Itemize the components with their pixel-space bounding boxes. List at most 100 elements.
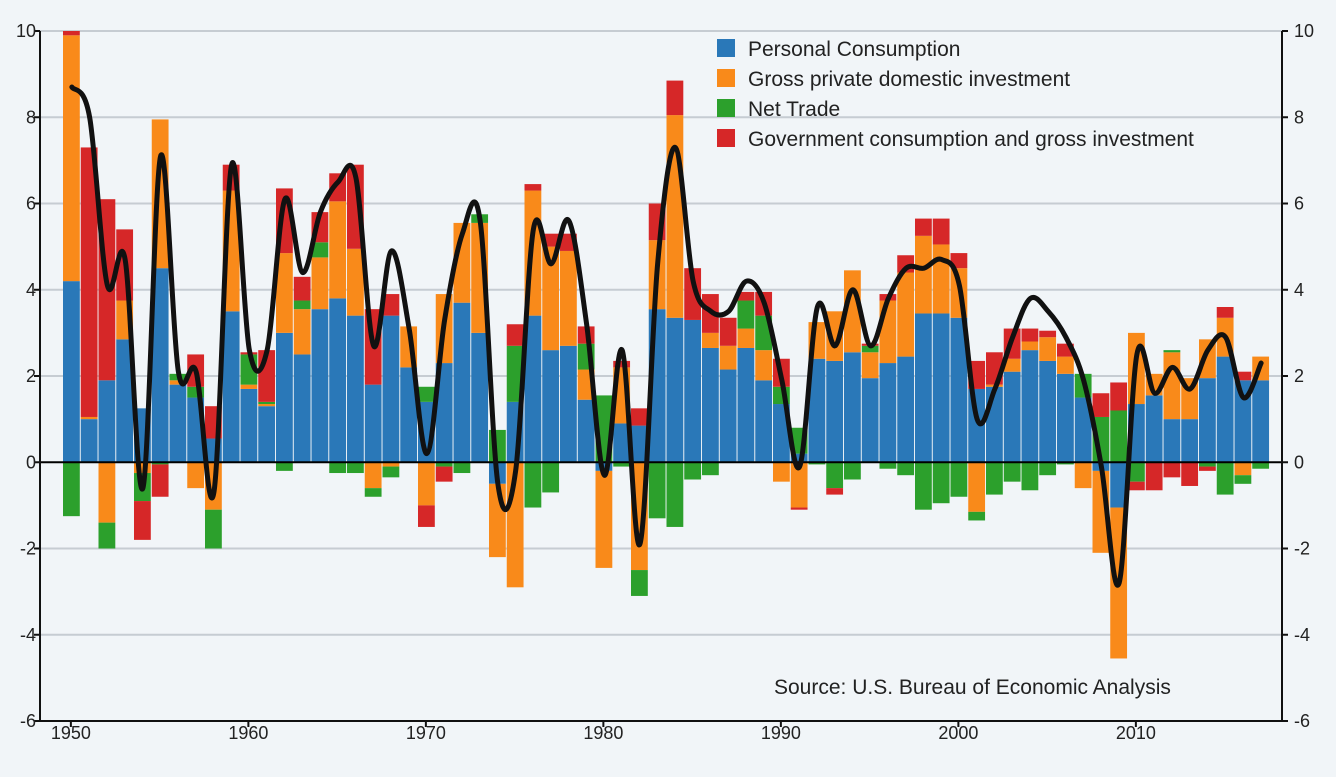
left-tick-label-2: 2 [26, 366, 36, 386]
bar-2013-series-0 [1181, 419, 1199, 463]
bar-1984-series-0 [666, 317, 684, 463]
bar-1952-series-1 [98, 462, 116, 523]
bar-1962-series-2 [276, 462, 293, 471]
bar-1998-series-2 [915, 462, 932, 510]
bar-1976-series-3 [524, 184, 542, 191]
bar-2005-series-2 [1039, 462, 1057, 476]
bar-2005-series-0 [1039, 360, 1057, 463]
bar-1957-series-2 [187, 386, 205, 398]
bar-1955-series-2 [151, 462, 169, 465]
bar-1951-series-0 [80, 419, 98, 463]
bar-layer [63, 31, 1270, 659]
bar-1968-series-0 [382, 315, 400, 463]
legend: Personal Consumption Gross private domes… [717, 38, 1194, 151]
bar-2006-series-0 [1057, 373, 1074, 463]
x-tick-label-2010: 2010 [1116, 723, 1156, 743]
bar-2003-series-1 [1003, 358, 1021, 372]
bar-1950-series-1 [63, 35, 80, 282]
bar-1993-series-0 [826, 360, 844, 463]
right-tick-label-2: 2 [1294, 366, 1304, 386]
bar-1993-series-2 [826, 462, 844, 489]
bar-2009-series-2 [1110, 410, 1128, 463]
bar-2003-series-2 [1003, 462, 1021, 482]
bar-1998-series-1 [915, 235, 932, 314]
bar-2000-series-0 [950, 317, 968, 463]
bar-1992-series-2 [808, 462, 826, 465]
bar-2011-series-0 [1145, 395, 1163, 463]
legend-swatch-personal-consumption [717, 39, 735, 57]
bar-2004-series-0 [1021, 350, 1039, 463]
left-tick-label--4: -4 [20, 625, 36, 645]
bar-2009-series-0 [1110, 462, 1128, 508]
bar-1958-series-2 [205, 509, 222, 549]
right-tick-label-8: 8 [1294, 107, 1304, 127]
bar-2007-series-0 [1074, 397, 1092, 463]
bar-1981-series-0 [613, 423, 631, 463]
bar-1994-series-2 [844, 462, 861, 480]
legend-swatch-government-consumption [717, 129, 735, 147]
total-growth-line [69, 84, 1264, 588]
bar-1970-series-3 [418, 505, 435, 527]
bar-1995-series-2 [861, 345, 879, 353]
bar-1963-series-1 [293, 309, 311, 355]
bar-1960-series-0 [240, 388, 258, 463]
bar-1987-series-3 [719, 317, 737, 346]
bar-1991-series-3 [790, 507, 808, 510]
bar-1961-series-2 [258, 401, 276, 405]
bar-1999-series-0 [932, 313, 950, 463]
bar-1979-series-0 [577, 399, 595, 463]
bar-1971-series-3 [435, 466, 453, 482]
bar-1960-series-1 [240, 384, 258, 389]
bar-2017-series-2 [1252, 462, 1270, 469]
right-tick-label-10: 10 [1294, 21, 1314, 41]
bar-2014-series-3 [1199, 466, 1216, 471]
bar-2007-series-1 [1074, 462, 1092, 489]
bar-1966-series-2 [347, 462, 364, 474]
bar-1989-series-0 [755, 380, 773, 463]
bar-1981-series-3 [613, 360, 631, 368]
bar-1956-series-0 [169, 384, 187, 463]
legend-swatch-gross-private-domestic-investment [717, 69, 735, 87]
bar-1969-series-0 [400, 367, 418, 463]
bar-1959-series-0 [222, 311, 240, 463]
left-tick-label-8: 8 [26, 107, 36, 127]
bar-1996-series-0 [879, 363, 897, 463]
bar-1971-series-0 [435, 363, 453, 463]
bar-1998-series-0 [915, 313, 932, 463]
bar-1985-series-0 [684, 319, 702, 463]
left-tick-label-6: 6 [26, 194, 36, 214]
bar-1982-series-2 [631, 570, 648, 596]
bar-1954-series-1 [134, 462, 151, 474]
right-tick-label-0: 0 [1294, 452, 1304, 472]
bar-1963-series-3 [293, 276, 311, 301]
bar-2015-series-3 [1216, 307, 1234, 318]
bar-2012-series-2 [1163, 350, 1181, 353]
bar-1966-series-0 [347, 315, 364, 463]
bar-1977-series-2 [542, 462, 560, 493]
bar-1990-series-1 [773, 462, 790, 482]
bar-1950-series-0 [63, 281, 80, 463]
bar-2003-series-0 [1003, 371, 1021, 463]
bar-1977-series-0 [542, 350, 560, 463]
bar-1955-series-0 [151, 268, 169, 463]
x-tick-label-1970: 1970 [406, 723, 446, 743]
bar-2011-series-3 [1145, 462, 1163, 491]
axes: -6 -6 -4 -4 -2 -2 0 0 2 2 4 4 6 6 8 8 10 10 1950 1960 1970 19… [16, 21, 1314, 743]
bar-2014-series-2 [1199, 462, 1216, 467]
bar-1978-series-0 [560, 345, 577, 463]
bar-1988-series-2 [737, 300, 755, 329]
bar-1999-series-3 [932, 218, 950, 245]
bar-1961-series-0 [258, 406, 276, 463]
bar-1952-series-0 [98, 380, 116, 463]
bar-1953-series-0 [116, 339, 134, 463]
bar-2002-series-2 [986, 462, 1003, 495]
legend-label-personal-consumption: Personal Consumption [748, 38, 960, 61]
bar-2012-series-0 [1163, 419, 1181, 463]
bar-2017-series-0 [1252, 380, 1270, 463]
bar-2012-series-1 [1163, 352, 1181, 420]
bar-1984-series-2 [666, 462, 684, 527]
bar-1963-series-2 [293, 300, 311, 310]
bar-1951-series-3 [80, 147, 98, 417]
bar-1967-series-1 [364, 462, 382, 489]
